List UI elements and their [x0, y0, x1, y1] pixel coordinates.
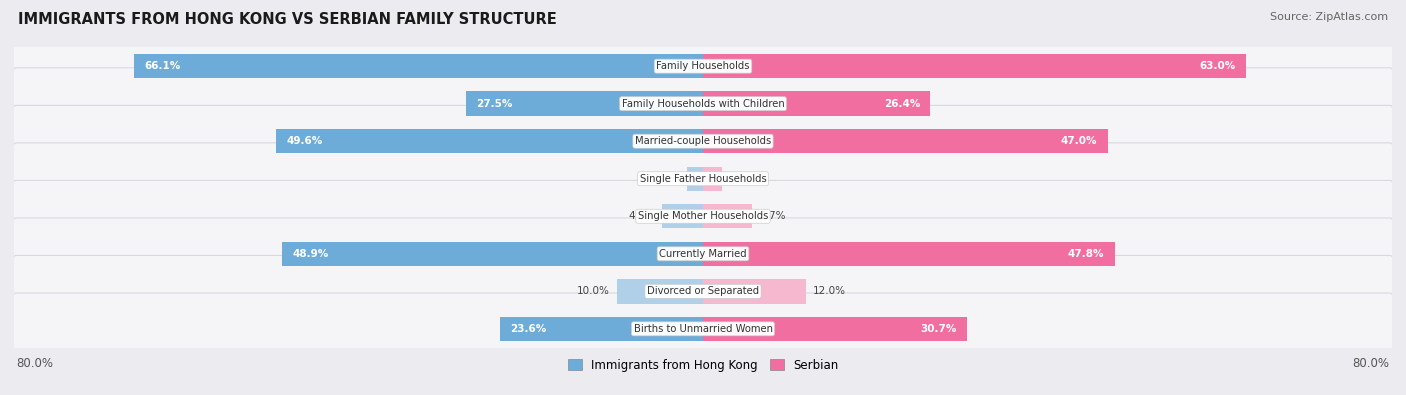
Text: 10.0%: 10.0% — [576, 286, 610, 296]
Bar — [662, 204, 703, 228]
Text: 48.9%: 48.9% — [292, 249, 329, 259]
Text: 2.2%: 2.2% — [728, 174, 755, 184]
Text: 63.0%: 63.0% — [1199, 61, 1236, 71]
Text: 4.8%: 4.8% — [628, 211, 655, 221]
Bar — [703, 167, 721, 191]
Text: IMMIGRANTS FROM HONG KONG VS SERBIAN FAMILY STRUCTURE: IMMIGRANTS FROM HONG KONG VS SERBIAN FAM… — [18, 12, 557, 27]
Bar — [703, 242, 1115, 266]
Text: Family Households with Children: Family Households with Children — [621, 99, 785, 109]
Bar — [703, 54, 1246, 78]
FancyBboxPatch shape — [11, 68, 1395, 139]
Bar — [703, 204, 752, 228]
Text: 30.7%: 30.7% — [921, 324, 957, 334]
Text: 23.6%: 23.6% — [510, 324, 547, 334]
Text: 26.4%: 26.4% — [883, 99, 920, 109]
FancyBboxPatch shape — [11, 143, 1395, 214]
Text: 80.0%: 80.0% — [17, 357, 53, 370]
FancyBboxPatch shape — [11, 181, 1395, 252]
Text: 1.8%: 1.8% — [654, 174, 681, 184]
Text: Source: ZipAtlas.com: Source: ZipAtlas.com — [1270, 12, 1388, 22]
Bar — [703, 279, 807, 303]
FancyBboxPatch shape — [11, 105, 1395, 177]
Text: Single Mother Households: Single Mother Households — [638, 211, 768, 221]
Text: 27.5%: 27.5% — [477, 99, 513, 109]
FancyBboxPatch shape — [11, 256, 1395, 327]
Bar — [499, 317, 703, 341]
Text: 12.0%: 12.0% — [813, 286, 846, 296]
Text: Married-couple Households: Married-couple Households — [636, 136, 770, 146]
Text: 80.0%: 80.0% — [1353, 357, 1389, 370]
Text: Divorced or Separated: Divorced or Separated — [647, 286, 759, 296]
Bar — [276, 129, 703, 153]
Text: Single Father Households: Single Father Households — [640, 174, 766, 184]
Text: 47.8%: 47.8% — [1067, 249, 1104, 259]
Bar — [703, 129, 1108, 153]
Text: 49.6%: 49.6% — [287, 136, 322, 146]
Text: 47.0%: 47.0% — [1062, 136, 1098, 146]
Bar — [467, 92, 703, 116]
Bar — [703, 92, 931, 116]
Text: Currently Married: Currently Married — [659, 249, 747, 259]
Text: 5.7%: 5.7% — [759, 211, 786, 221]
Text: 66.1%: 66.1% — [143, 61, 180, 71]
Bar — [134, 54, 703, 78]
Text: Family Households: Family Households — [657, 61, 749, 71]
Bar — [281, 242, 703, 266]
Bar — [617, 279, 703, 303]
Bar — [703, 317, 967, 341]
Text: Births to Unmarried Women: Births to Unmarried Women — [634, 324, 772, 334]
Bar — [688, 167, 703, 191]
FancyBboxPatch shape — [11, 293, 1395, 365]
FancyBboxPatch shape — [11, 30, 1395, 102]
FancyBboxPatch shape — [11, 218, 1395, 290]
Legend: Immigrants from Hong Kong, Serbian: Immigrants from Hong Kong, Serbian — [561, 353, 845, 378]
